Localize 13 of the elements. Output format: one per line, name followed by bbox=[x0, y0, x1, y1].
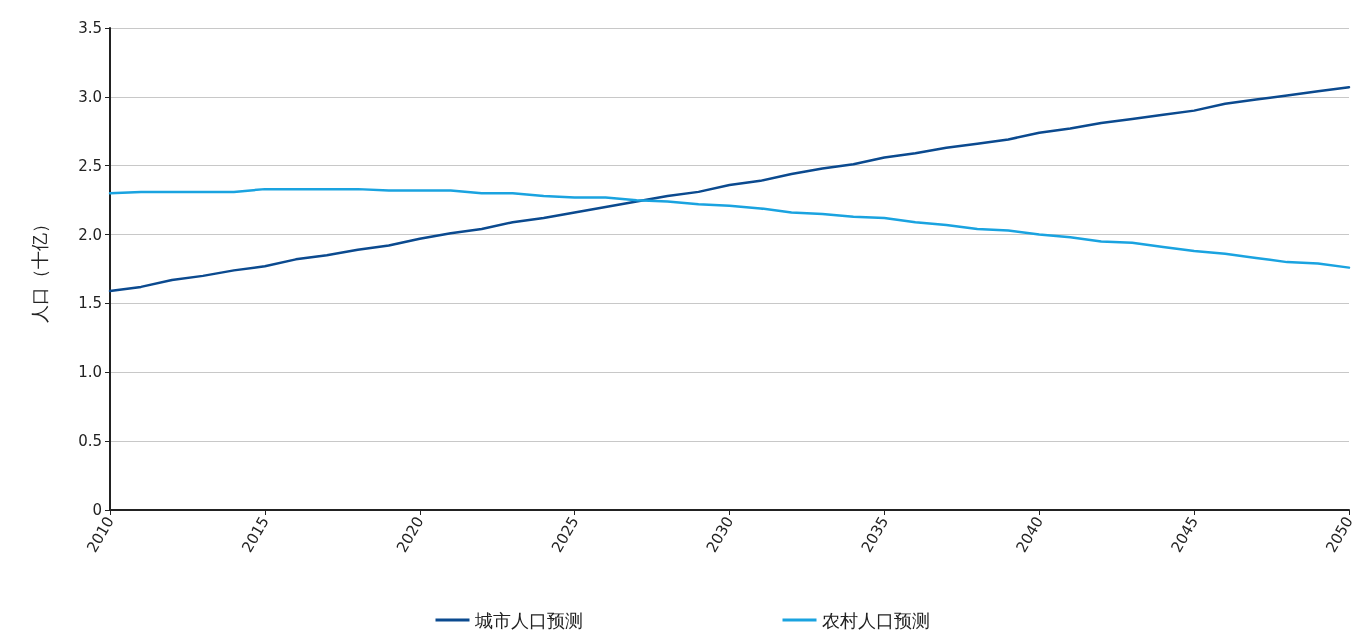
y-tick-label: 3.0 bbox=[78, 87, 102, 106]
y-tick-label: 2.0 bbox=[78, 225, 102, 244]
y-tick-label: 0.5 bbox=[78, 432, 102, 451]
y-tick-label: 0 bbox=[92, 501, 102, 519]
y-tick-label: 1.0 bbox=[78, 363, 102, 382]
y-tick-label: 3.5 bbox=[78, 19, 102, 37]
line-series bbox=[108, 85, 1351, 293]
legend-label: 城市人口预测 bbox=[473, 609, 583, 631]
line-series bbox=[108, 187, 1351, 269]
legend-label: 农村人口预测 bbox=[821, 609, 930, 631]
y-tick-label: 2.5 bbox=[78, 156, 102, 175]
y-axis-title: 人口（十亿） bbox=[28, 215, 50, 323]
y-tick-label: 1.5 bbox=[78, 294, 102, 313]
